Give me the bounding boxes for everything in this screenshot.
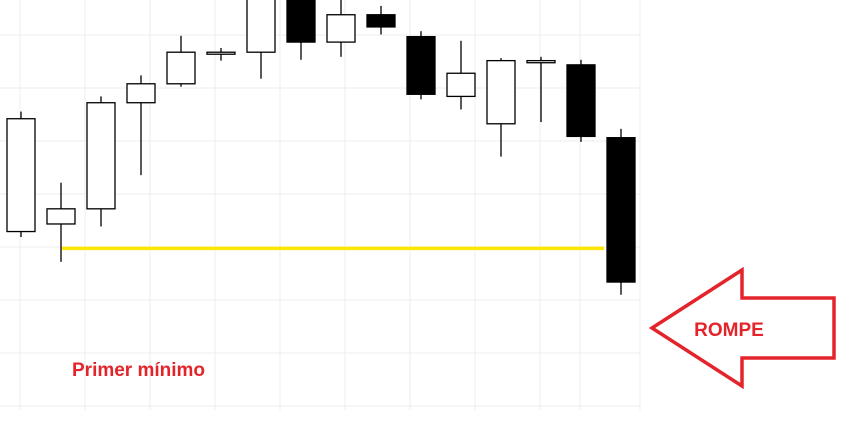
candle [566, 59, 596, 142]
candle [406, 31, 436, 100]
candle [206, 47, 236, 61]
support-label: Primer mínimo [72, 360, 205, 381]
candle-body-down [566, 64, 596, 138]
candle-body-down [406, 35, 436, 95]
candle [6, 111, 36, 238]
candle [486, 58, 516, 157]
candle-body-up [126, 83, 156, 104]
candle [326, 0, 356, 57]
candle [246, 0, 276, 79]
candle-body-up [6, 118, 36, 233]
candle-body-up [166, 51, 196, 85]
candle-body-down [606, 137, 636, 283]
candle [366, 5, 396, 35]
candle-body-up [446, 72, 476, 98]
candle [446, 40, 476, 110]
candle [286, 0, 316, 60]
candle-body-up [486, 59, 516, 125]
candle-body-up [246, 0, 276, 53]
candle [526, 56, 556, 123]
candle [166, 35, 196, 87]
candle-body-down [286, 0, 316, 43]
candle-body-up [526, 59, 556, 64]
candle-body-up [326, 14, 356, 43]
candle [46, 182, 76, 262]
grid [0, 0, 641, 410]
candle-body-down [366, 14, 396, 28]
candle-body-up [46, 208, 76, 225]
break-label: ROMPE [694, 320, 764, 341]
candle [126, 75, 156, 176]
candle [86, 96, 116, 227]
left-arrow-outline-icon [648, 266, 836, 390]
candle [606, 128, 636, 295]
candle-body-up [86, 102, 116, 210]
candle-body-up [206, 51, 236, 55]
candles [6, 0, 636, 295]
